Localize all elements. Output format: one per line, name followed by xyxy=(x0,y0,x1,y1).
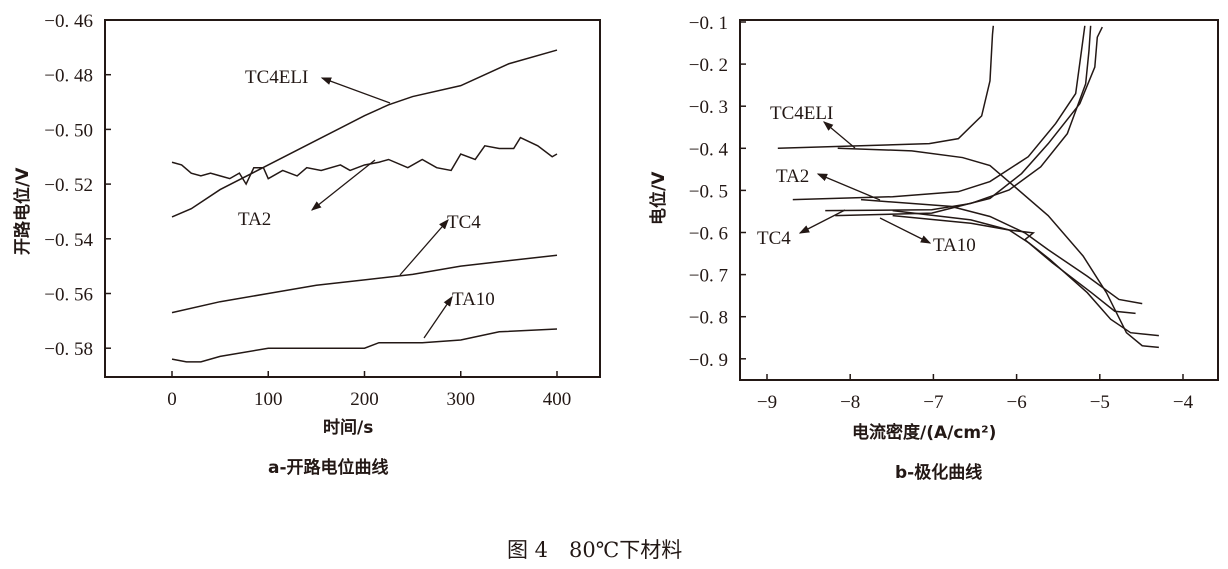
b-arrow-tc4 xyxy=(798,209,846,234)
a-ytick-label: −0. 50 xyxy=(44,120,93,141)
b-ylabel: 电位/V xyxy=(648,171,669,225)
b-xtick-label: −9 xyxy=(757,392,777,413)
a-xtick-label: 0 xyxy=(167,389,177,410)
a-series-ta2-line xyxy=(171,136,558,186)
b-plot-frame xyxy=(739,19,1219,381)
b-series-ta2-line xyxy=(792,25,1086,201)
b-xtick-label: −7 xyxy=(923,392,943,413)
b-xlabel: 电流密度/(A/cm²) xyxy=(852,422,996,443)
a-subtitle: a-开路电位曲线 xyxy=(268,457,389,478)
a-ytick-label: −0. 48 xyxy=(44,66,93,87)
b-label-ta10: TA10 xyxy=(933,235,976,256)
b-ytick-label: −0. 5 xyxy=(689,181,728,202)
b-ytick-label: −0. 6 xyxy=(689,224,728,245)
a-arrow-ta2 xyxy=(310,159,376,211)
a-series-tc4-line xyxy=(171,254,558,314)
b-series-ta10-line xyxy=(892,214,1159,337)
b-subtitle: b-极化曲线 xyxy=(895,462,982,483)
a-xlabel: 时间/s xyxy=(323,417,373,438)
b-ytick-label: −0. 3 xyxy=(689,97,728,118)
a-label-ta2: TA2 xyxy=(238,209,271,230)
b-arrow-ta10 xyxy=(879,217,932,244)
a-ytick-label: −0. 58 xyxy=(44,339,93,360)
a-arrow-tc4 xyxy=(399,219,449,276)
a-label-tc4: TC4 xyxy=(447,212,481,233)
b-xtick-label: −5 xyxy=(1090,392,1110,413)
a-ylabel: 开路电位/V xyxy=(12,167,33,255)
a-label-tc4eli: TC4ELI xyxy=(245,67,308,88)
figure-caption: 图 4 80℃下材料 xyxy=(507,538,682,562)
b-ytick-label: −0. 8 xyxy=(689,308,728,329)
b-label-tc4: TC4 xyxy=(757,228,791,249)
b-ytick-label: −0. 7 xyxy=(689,266,728,287)
b-xtick-label: −4 xyxy=(1173,392,1194,413)
a-label-ta10: TA10 xyxy=(452,289,495,310)
a-arrow-ta10 xyxy=(423,295,453,339)
b-series-tc4eli-line xyxy=(777,25,995,150)
a-xtick-label: 200 xyxy=(350,389,379,410)
a-xtick-label: 300 xyxy=(447,389,476,410)
a-xtick-label: 100 xyxy=(254,389,283,410)
a-ytick-label: −0. 46 xyxy=(44,11,93,32)
b-series-tc4eli-line xyxy=(837,147,1159,349)
b-label-tc4eli: TC4ELI xyxy=(770,103,833,124)
b-series-ta2-line xyxy=(860,198,1143,305)
a-ytick-label: −0. 54 xyxy=(44,230,93,251)
a-ytick-label: −0. 52 xyxy=(44,175,93,196)
b-xtick-label: −8 xyxy=(840,392,860,413)
a-arrow-tc4eli xyxy=(320,77,391,104)
b-arrow-tc4eli xyxy=(823,121,856,149)
a-series-tc4eli-line xyxy=(171,49,558,218)
a-xtick-label: 400 xyxy=(543,389,572,410)
b-series-tc4-line xyxy=(825,25,1092,212)
b-series-ta10-line xyxy=(835,26,1103,217)
b-ytick-label: −0. 2 xyxy=(689,55,728,76)
a-plot-frame xyxy=(104,19,601,378)
b-ytick-label: −0. 1 xyxy=(689,13,728,34)
a-ytick-label: −0. 56 xyxy=(44,285,93,306)
b-label-ta2: TA2 xyxy=(776,166,809,187)
b-series-tc4-line xyxy=(892,209,1136,315)
b-arrow-ta2 xyxy=(816,173,881,201)
a-series-ta10-line xyxy=(171,328,558,363)
b-ytick-label: −0. 9 xyxy=(689,350,728,371)
b-xtick-label: −6 xyxy=(1006,392,1026,413)
b-ytick-label: −0. 4 xyxy=(689,139,729,160)
